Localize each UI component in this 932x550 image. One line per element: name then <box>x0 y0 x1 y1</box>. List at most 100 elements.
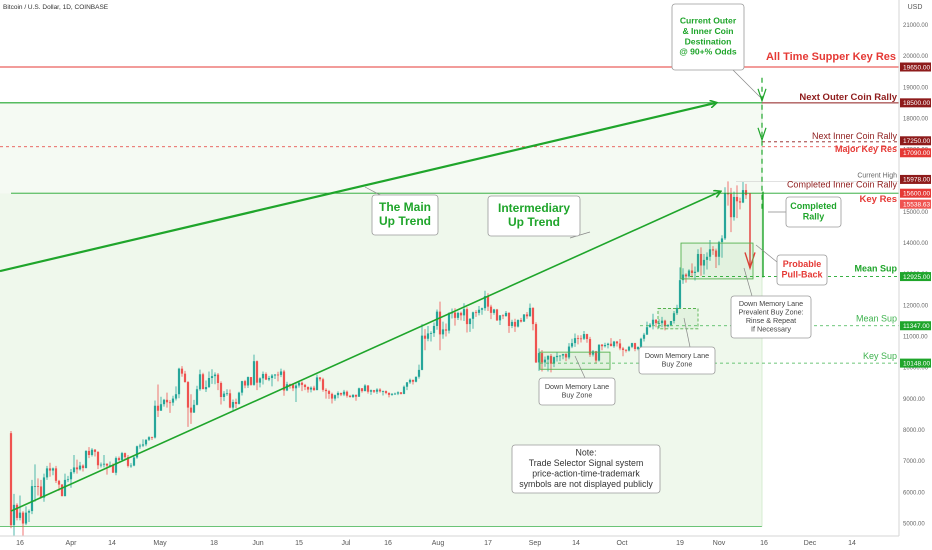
candle-body <box>57 480 61 485</box>
candle <box>399 392 403 395</box>
candle-body <box>249 377 253 385</box>
price-tag-text: 17250.00 <box>903 138 930 145</box>
candle <box>90 448 94 457</box>
candle <box>96 451 100 469</box>
candle <box>210 369 214 384</box>
candle-body <box>267 378 271 380</box>
candle-body <box>42 477 46 498</box>
level-label-next-inner: Next Inner Coin Rally <box>812 131 898 141</box>
candle-body <box>363 385 367 392</box>
dml_sep-leader <box>574 355 586 379</box>
candle-body <box>417 369 421 377</box>
candle-body <box>468 318 472 325</box>
candle <box>204 380 208 393</box>
candle <box>615 340 619 347</box>
note-text: Note: <box>575 447 596 457</box>
candle-body <box>237 392 241 404</box>
candle <box>153 400 157 439</box>
candle <box>441 321 445 339</box>
candle-body <box>657 323 661 324</box>
candle <box>447 312 451 334</box>
candle-body <box>171 398 175 403</box>
y-tick-label: 8000.00 <box>903 428 925 434</box>
candle-body <box>27 511 31 513</box>
dml_prevalent-text: Prevalent Buy Zone: <box>738 308 803 317</box>
candle-body <box>666 325 670 327</box>
candle-body <box>69 472 73 480</box>
candle <box>387 392 391 398</box>
dml_oct-leader <box>683 317 691 348</box>
candle <box>408 378 412 384</box>
candle-body <box>93 449 97 452</box>
candle-body <box>714 250 718 257</box>
x-tick-label: Jun <box>252 540 263 547</box>
candle <box>168 400 172 413</box>
candle-body <box>645 327 649 335</box>
candle-body <box>570 343 574 347</box>
candle <box>54 465 58 484</box>
candle-body <box>60 484 64 497</box>
y-tick-label: 20000.00 <box>903 54 929 60</box>
candle-body <box>321 379 325 390</box>
candle <box>213 372 217 385</box>
candle <box>72 454 76 474</box>
candle <box>738 197 742 210</box>
candle <box>195 385 199 406</box>
candle <box>513 318 517 332</box>
candle-body <box>219 382 223 398</box>
candle <box>495 308 499 321</box>
candle <box>333 394 337 401</box>
candle-body <box>273 374 277 376</box>
candle-body <box>612 341 616 347</box>
y-tick-label: 21000.00 <box>903 23 929 29</box>
candle-body <box>90 449 94 455</box>
candle <box>411 379 415 385</box>
candle-body <box>144 439 148 445</box>
intermediary-uptrend-line <box>10 192 720 512</box>
candle-body <box>585 334 589 340</box>
candle-body <box>255 361 259 383</box>
price-tag-bg <box>900 174 931 184</box>
candle <box>618 339 622 351</box>
candle-body <box>315 377 319 391</box>
candle <box>696 249 700 273</box>
candle <box>180 366 184 377</box>
candle <box>585 333 589 343</box>
price-tag: 15978.00 <box>900 174 931 184</box>
candle <box>282 369 286 396</box>
candle-body <box>588 339 592 355</box>
candle-body <box>483 296 487 309</box>
candle <box>561 353 565 360</box>
x-tick-label: 19 <box>676 540 684 547</box>
candle-body <box>537 353 541 363</box>
candle <box>516 319 520 328</box>
x-tick-label: 15 <box>295 540 303 547</box>
candle <box>405 382 409 391</box>
candle <box>672 311 676 324</box>
candle <box>309 386 313 393</box>
candle-body <box>372 390 376 392</box>
candle <box>135 445 139 459</box>
probable_pullback-leader <box>755 244 778 263</box>
candle <box>459 311 463 321</box>
candle-body <box>705 256 709 260</box>
candle <box>342 389 346 397</box>
level-label-completed-inner: Completed Inner Coin Rally <box>787 179 898 189</box>
time-axis-panel[interactable] <box>0 536 932 550</box>
candle <box>456 311 460 321</box>
candle-body <box>252 361 256 385</box>
candle <box>741 181 745 204</box>
candle-body <box>165 399 169 403</box>
candle <box>432 322 436 337</box>
candle-body <box>381 391 385 392</box>
candle <box>51 467 55 476</box>
candle <box>303 383 307 391</box>
candle <box>75 459 79 474</box>
dml_prevalent-text: Rinse & Repeat <box>746 316 796 325</box>
candle <box>537 348 541 371</box>
candle-body <box>84 450 88 469</box>
candle-body <box>414 376 418 382</box>
candle-body <box>504 312 508 316</box>
dml_prevalent-text: If Necessary <box>751 325 791 334</box>
candle <box>402 385 406 395</box>
